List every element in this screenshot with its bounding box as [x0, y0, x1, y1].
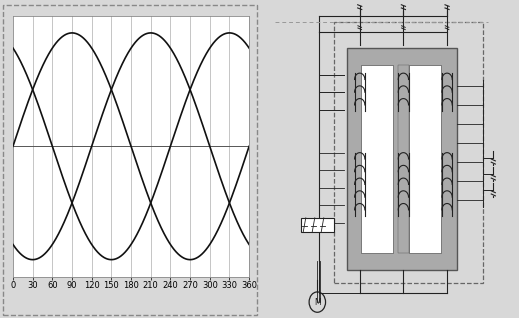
Bar — [347, 48, 457, 270]
Text: M: M — [314, 298, 321, 307]
Bar — [361, 65, 393, 253]
Bar — [301, 218, 334, 232]
Bar — [409, 65, 441, 253]
Bar — [398, 65, 409, 253]
Bar — [334, 22, 483, 283]
Text: > > >: > > > — [305, 225, 326, 231]
